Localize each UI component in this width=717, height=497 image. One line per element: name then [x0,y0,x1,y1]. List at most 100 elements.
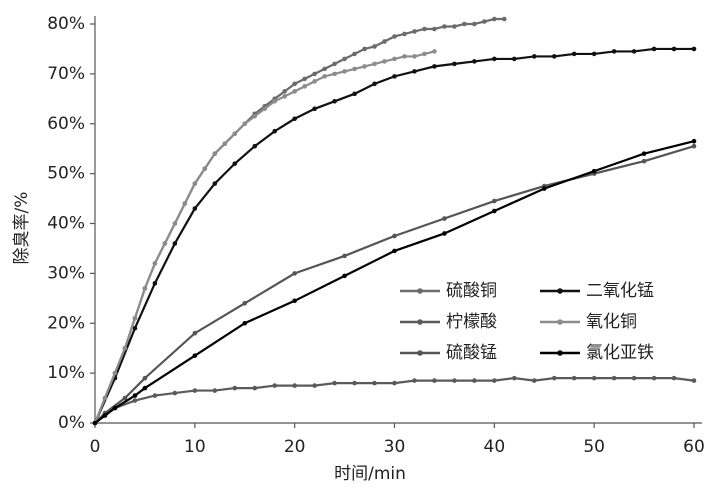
data-point [691,378,697,383]
legend-marker [417,319,423,325]
data-point [272,99,278,104]
data-point [352,51,357,57]
data-point [332,380,337,386]
legend-marker [417,288,423,294]
data-point [462,21,467,27]
y-tick-label: 0% [58,413,85,433]
data-point [342,69,347,74]
data-point [641,158,647,164]
legend-label: 硫酸锰 [446,343,497,363]
data-point [691,138,697,144]
data-point [142,375,148,381]
data-point [392,74,397,79]
data-point [412,69,417,74]
legend-marker [417,350,423,356]
data-point [292,89,297,94]
x-axis-label: 时间/min [334,464,406,484]
data-point [292,383,297,388]
data-point [332,99,337,104]
legend-label: 氧化铜 [586,312,637,332]
data-point [492,16,497,22]
data-point [332,71,337,77]
data-point [392,56,397,62]
data-point [132,398,138,403]
data-point [691,143,697,149]
y-tick-label: 20% [47,313,85,333]
data-point [432,49,437,54]
data-point [671,46,677,52]
data-point [442,24,447,29]
data-point [252,143,258,149]
legend-label: 柠檬酸 [446,312,497,332]
data-point [492,56,497,62]
data-point [591,375,597,381]
data-point [102,413,108,418]
data-point [392,233,397,239]
y-tick-label: 80% [47,14,85,34]
data-point [282,89,287,94]
x-tick-label: 40 [484,437,506,457]
data-point [272,128,278,134]
data-point [392,34,397,39]
data-point [611,375,617,381]
data-point [502,16,507,22]
y-tick-label: 30% [47,263,85,283]
data-point [422,26,427,32]
data-point [571,375,577,381]
data-point [412,29,417,34]
data-point [432,378,437,383]
data-point [591,168,597,174]
data-point [651,375,657,381]
data-point [162,241,168,246]
data-point [212,181,218,186]
data-point [112,405,118,411]
data-point [472,21,477,27]
data-point [142,385,148,391]
data-point [122,395,128,401]
data-point [402,54,407,59]
data-point [172,221,178,226]
data-point [312,79,317,84]
data-point [342,273,347,279]
data-point [192,181,198,186]
data-point [172,390,178,396]
data-point [242,121,248,127]
data-point [651,46,657,52]
data-point [432,64,437,69]
data-point [691,46,697,52]
data-point [132,393,138,398]
series-line [94,140,695,424]
data-point [322,66,327,72]
x-tick-label: 10 [184,437,206,457]
data-point [472,59,477,64]
data-point [102,395,108,401]
data-point [232,131,238,137]
data-point [492,208,497,214]
data-point [631,375,637,381]
data-point [92,420,98,426]
data-point [242,301,248,306]
data-point [551,54,557,59]
data-point [152,393,158,398]
data-point [292,298,297,304]
data-point [352,380,357,386]
data-point [192,353,198,358]
data-point [452,24,457,29]
data-point [392,248,397,254]
data-point [262,106,268,112]
data-point [551,375,557,381]
x-tick-label: 20 [284,437,306,457]
data-point [252,113,258,119]
data-point [362,46,367,52]
legend-marker [557,319,563,325]
legend-marker [557,350,563,356]
data-point [222,141,228,146]
data-point [282,94,287,99]
data-point [442,216,447,221]
data-point [292,271,297,276]
data-point [631,49,637,54]
data-point [122,345,128,351]
series-line [93,17,505,424]
data-point [352,66,357,72]
data-point [611,49,617,54]
